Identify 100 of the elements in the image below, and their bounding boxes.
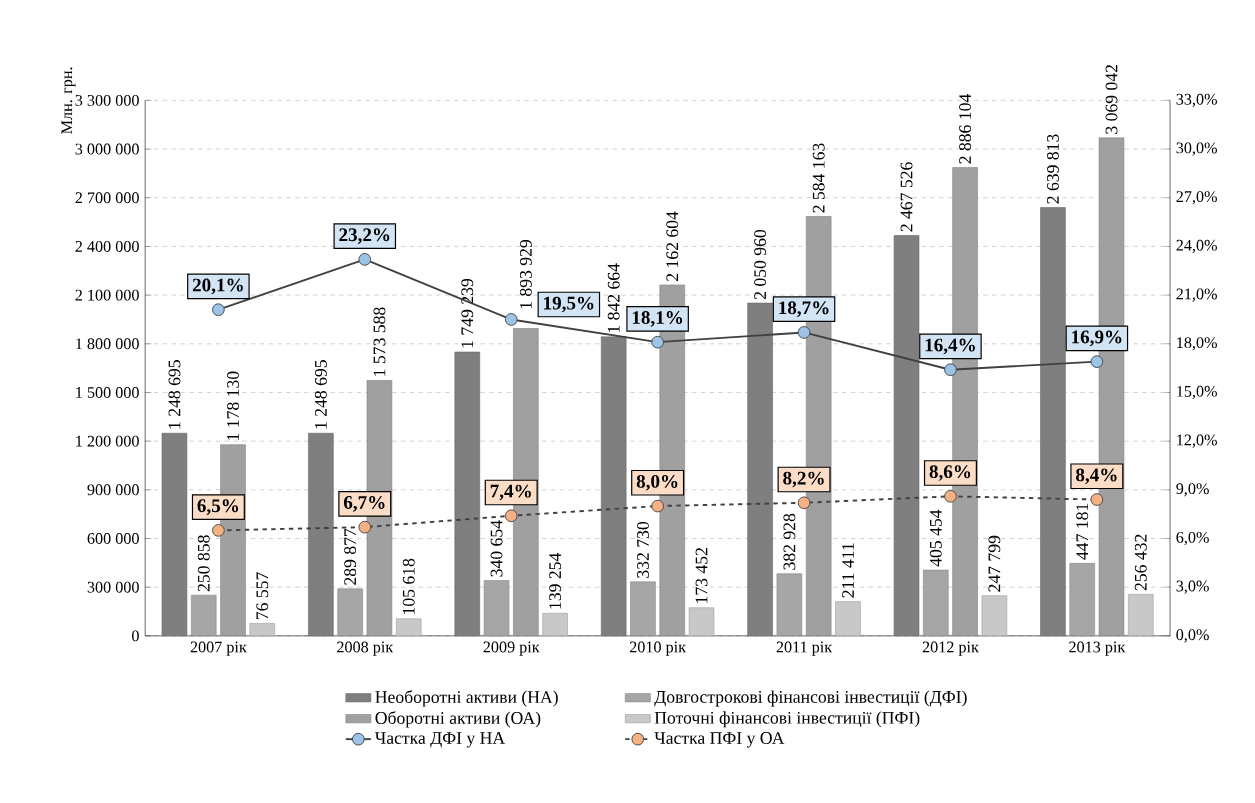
- point: [944, 363, 957, 376]
- bar: [1128, 593, 1154, 637]
- data-label: 2 162 604: [666, 211, 679, 281]
- data-label: 23,2%: [339, 228, 390, 244]
- point: [651, 499, 664, 513]
- data-label: 8,2%: [783, 471, 824, 488]
- data-label: 1 893 929: [519, 239, 532, 309]
- data-label: 247 799: [988, 535, 1001, 592]
- data-label: 447 181: [1076, 503, 1089, 560]
- y-tick-label: 2 100 000: [75, 289, 139, 301]
- y-tick-label: 1 500 000: [76, 386, 139, 398]
- point: [212, 303, 225, 316]
- data-label: 382 928: [783, 513, 796, 570]
- y2-tick-label: 27,0%: [1176, 191, 1217, 205]
- y-tick-label: 3 300 000: [75, 94, 139, 106]
- y-tick-label: 900 000: [87, 484, 139, 496]
- y-tick-label: 1 200 000: [76, 435, 139, 447]
- point: [504, 313, 518, 326]
- data-label: 7,4%: [490, 484, 531, 501]
- x-tick-label: 2012 рік: [922, 641, 979, 656]
- bar: [893, 235, 920, 637]
- data-label: 105 618: [402, 558, 415, 614]
- data-label: 2 639 813: [1046, 134, 1059, 204]
- bar: [688, 607, 715, 637]
- point: [797, 326, 811, 339]
- y2-tick-label: 33,0%: [1176, 93, 1217, 107]
- y-tick-label: 0: [132, 630, 139, 642]
- data-label: 139 254: [549, 552, 562, 609]
- y2-tick-label: 0,0%: [1176, 629, 1209, 643]
- bar: [395, 618, 422, 637]
- legend-label: Поточні фінансові інвестиції (ПФІ): [654, 711, 920, 728]
- y2-tick-label: 18,0%: [1177, 337, 1217, 351]
- data-label: 19,5%: [544, 296, 594, 313]
- y-tick-label: 600 000: [87, 532, 139, 544]
- point: [1090, 355, 1104, 368]
- data-label: 2 467 526: [900, 162, 913, 232]
- x-tick-label: 2009 рік: [483, 641, 540, 656]
- y-tick-label: 2 400 000: [75, 240, 139, 252]
- legend-label: Частка ПФІ у ОА: [654, 731, 785, 748]
- data-label: 1 842 664: [607, 263, 620, 332]
- legend-label: Необоротні активи (НА): [375, 690, 558, 707]
- point: [212, 523, 225, 537]
- data-label: 289 877: [344, 528, 357, 585]
- x-tick-label: 2013 рік: [1069, 641, 1126, 656]
- x-tick-label: 2011 рік: [776, 641, 833, 656]
- y2-tick-label: 6,0%: [1176, 531, 1209, 546]
- data-label: 256 432: [1134, 534, 1147, 591]
- data-label: 18,7%: [779, 301, 829, 317]
- data-label: 20,1%: [192, 278, 243, 295]
- data-label: 3 069 042: [1105, 64, 1118, 134]
- legend-label: Довгострокові фінансові інвестиції (ДФІ): [654, 690, 967, 707]
- data-label: 1 248 695: [168, 360, 181, 429]
- y-axis-title: Млн. грн.: [61, 67, 76, 134]
- data-label: 8,4%: [1076, 468, 1117, 484]
- data-label: 405 454: [929, 509, 942, 567]
- data-label: 6,5%: [197, 499, 239, 515]
- y-tick-label: 300 000: [87, 581, 139, 593]
- data-label: 211 411: [842, 543, 854, 598]
- data-label: 173 452: [695, 548, 708, 603]
- data-label: 1 248 695: [314, 360, 327, 429]
- bar: [835, 601, 861, 637]
- point: [797, 496, 811, 510]
- bar: [161, 432, 188, 637]
- point: [651, 335, 664, 349]
- data-label: 8,6%: [929, 465, 971, 481]
- y2-tick-label: 12,0%: [1177, 434, 1217, 448]
- y2-tick-label: 15,0%: [1177, 385, 1217, 399]
- y2-tick-label: 24,0%: [1176, 239, 1217, 253]
- data-label: 76 557: [256, 572, 269, 619]
- point: [1090, 493, 1104, 506]
- data-label: 2 886 104: [959, 93, 972, 164]
- bar: [981, 595, 1008, 637]
- bar: [454, 351, 481, 637]
- data-label: 2 050 960: [754, 229, 767, 299]
- data-label: 16,9%: [1072, 330, 1122, 347]
- bar: [542, 612, 568, 637]
- data-label: 18,1%: [632, 310, 683, 327]
- bar: [308, 432, 334, 637]
- y-tick-label: 2 700 000: [75, 192, 139, 204]
- y-tick-label: 1 800 000: [76, 338, 139, 350]
- bar: [747, 302, 773, 637]
- data-label: 2 584 163: [812, 143, 825, 213]
- y2-tick-label: 21,0%: [1176, 288, 1217, 302]
- point: [504, 509, 518, 523]
- legend-label: Частка ДФІ у НА: [374, 732, 506, 748]
- data-label: 1 178 130: [227, 371, 239, 440]
- x-tick-label: 2010 рік: [629, 641, 687, 656]
- bar: [1040, 207, 1066, 637]
- point: [944, 489, 957, 503]
- data-label: 1 573 588: [373, 307, 386, 376]
- data-label: 6,7%: [343, 495, 385, 512]
- data-label: 332 730: [637, 521, 649, 578]
- bar: [600, 336, 627, 637]
- x-tick-label: 2008 рік: [337, 641, 394, 656]
- y2-tick-label: 9,0%: [1176, 483, 1209, 497]
- data-label: 1 749 239: [461, 278, 474, 348]
- bar: [190, 594, 217, 637]
- bar: [249, 623, 276, 637]
- data-label: 340 654: [490, 520, 503, 577]
- y-tick-label: 3 000 000: [75, 143, 139, 155]
